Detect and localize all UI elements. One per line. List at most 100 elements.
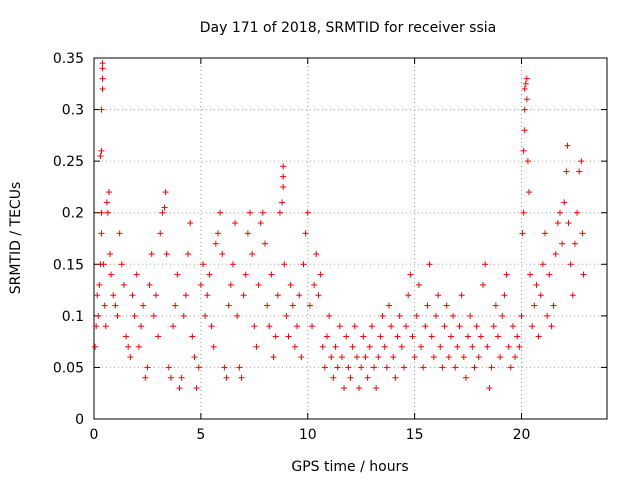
- data-point: [170, 323, 177, 330]
- x-tick-label: 20: [513, 427, 531, 443]
- data-point: [396, 312, 403, 319]
- data-point: [394, 333, 401, 340]
- data-point: [524, 158, 531, 165]
- data-point: [313, 250, 320, 257]
- data-point: [189, 333, 196, 340]
- data-point: [319, 343, 326, 350]
- data-point: [499, 312, 506, 319]
- data-point: [264, 302, 271, 309]
- data-point: [523, 75, 530, 82]
- data-point: [477, 333, 484, 340]
- data-point: [571, 240, 578, 247]
- data-point: [238, 374, 245, 381]
- data-point: [163, 250, 170, 257]
- data-point: [564, 142, 571, 149]
- y-tick-label: 0.1: [62, 309, 84, 325]
- y-tick-label: 0.35: [53, 51, 84, 67]
- data-point: [443, 302, 450, 309]
- data-point: [405, 292, 412, 299]
- grid: [94, 58, 607, 419]
- data-point: [187, 220, 194, 227]
- data-point: [140, 302, 147, 309]
- data-point: [484, 343, 491, 350]
- data-point: [249, 250, 256, 257]
- data-point: [398, 343, 405, 350]
- tick-labels: 0 5 10 15 20 0 0.05 0.1 0.15 0.2 0.25 0.3 0.35: [53, 51, 531, 443]
- data-point: [178, 374, 185, 381]
- data-point: [437, 343, 444, 350]
- data-point: [182, 292, 189, 299]
- data-point: [116, 230, 123, 237]
- data-point: [400, 364, 407, 371]
- data-point: [232, 220, 239, 227]
- data-point: [110, 292, 117, 299]
- data-point: [415, 281, 422, 288]
- data-point: [486, 385, 493, 392]
- data-point: [366, 343, 373, 350]
- data-point: [567, 261, 574, 268]
- data-point: [105, 189, 112, 196]
- data-point: [104, 209, 111, 216]
- data-point: [123, 333, 130, 340]
- data-point: [578, 158, 585, 165]
- data-point: [219, 250, 226, 257]
- data-point: [323, 333, 330, 340]
- data-point: [426, 261, 433, 268]
- data-point: [424, 302, 431, 309]
- data-point: [523, 96, 530, 103]
- data-point: [392, 374, 399, 381]
- data-point: [152, 292, 159, 299]
- data-point: [561, 199, 568, 206]
- data-point: [328, 354, 335, 361]
- data-point: [306, 302, 313, 309]
- data-point: [353, 354, 360, 361]
- y-axis-label: SRMTID / TECUs: [8, 182, 24, 295]
- data-point: [204, 292, 211, 299]
- data-point: [390, 354, 397, 361]
- data-point: [375, 354, 382, 361]
- data-point: [509, 323, 516, 330]
- y-tick-label: 0.2: [62, 206, 84, 222]
- x-tick-label: 0: [90, 427, 99, 443]
- data-point: [97, 152, 104, 159]
- data-point: [247, 209, 254, 216]
- data-point: [276, 209, 283, 216]
- data-point: [471, 364, 478, 371]
- data-point: [102, 323, 109, 330]
- data-point: [458, 292, 465, 299]
- data-point: [127, 354, 134, 361]
- data-point: [467, 312, 474, 319]
- data-point: [364, 374, 371, 381]
- x-tick-label: 15: [406, 427, 424, 443]
- data-point: [546, 271, 553, 278]
- data-point: [287, 281, 294, 288]
- y-tick-label: 0: [75, 412, 84, 428]
- data-point: [521, 106, 528, 113]
- data-point: [304, 209, 311, 216]
- data-point: [360, 333, 367, 340]
- data-point: [291, 343, 298, 350]
- data-point: [118, 261, 125, 268]
- data-point: [302, 230, 309, 237]
- data-point: [574, 209, 581, 216]
- data-point: [563, 168, 570, 175]
- data-point: [334, 364, 341, 371]
- data-point: [533, 281, 540, 288]
- data-point: [341, 385, 348, 392]
- data-point: [193, 385, 200, 392]
- data-point: [262, 240, 268, 247]
- data-point: [521, 127, 528, 134]
- data-point: [96, 281, 103, 288]
- data-point: [214, 230, 221, 237]
- data-point: [347, 374, 354, 381]
- data-point: [522, 80, 529, 87]
- data-point: [180, 312, 187, 319]
- data-point: [529, 323, 536, 330]
- data-point: [407, 271, 414, 278]
- data-point: [338, 354, 345, 361]
- data-point: [146, 281, 153, 288]
- data-point: [229, 261, 236, 268]
- plot-frame: [93, 57, 608, 420]
- data-point: [349, 343, 356, 350]
